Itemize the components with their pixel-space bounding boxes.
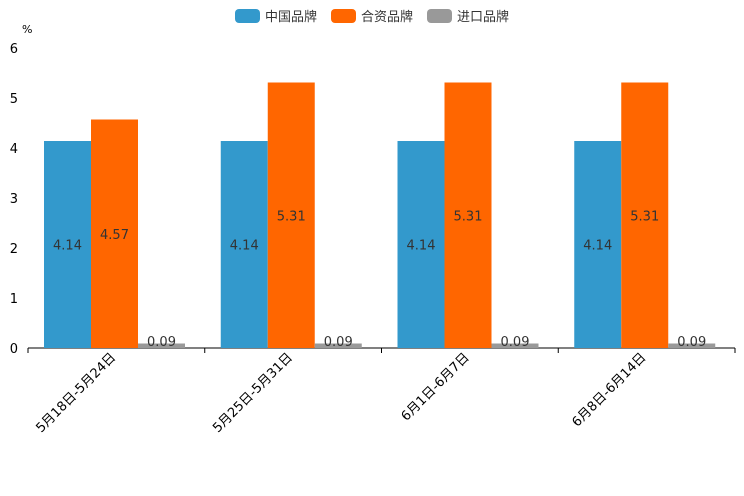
bar-import-brand[interactable] bbox=[491, 343, 539, 349]
x-tick-label: 5月25日-5月31日 bbox=[210, 350, 296, 436]
bar-joint-venture-brand[interactable] bbox=[91, 119, 138, 349]
bar-joint-venture-brand[interactable] bbox=[444, 82, 492, 349]
data-label-import-brand: 0.09 bbox=[147, 335, 176, 350]
bar-china-brand[interactable] bbox=[220, 141, 268, 348]
bar-import-brand[interactable] bbox=[138, 343, 185, 349]
data-label-joint-venture-brand: 5.31 bbox=[630, 209, 659, 224]
data-label-china-brand: 4.14 bbox=[53, 239, 82, 254]
legend-label-china-brand: 中国品牌 bbox=[264, 10, 317, 25]
bar-china-brand[interactable] bbox=[44, 141, 91, 348]
chart-legend: 中国品牌 合资品牌 进口品牌 bbox=[0, 6, 744, 25]
y-axis-unit-label: % bbox=[22, 23, 32, 36]
legend-item-import-brand[interactable]: 进口品牌 bbox=[427, 6, 509, 25]
data-label-china-brand: 4.14 bbox=[407, 239, 436, 254]
y-tick-label: 0 bbox=[10, 342, 18, 357]
legend-item-joint-venture-brand[interactable]: 合资品牌 bbox=[330, 6, 413, 25]
y-tick-label: 6 bbox=[10, 42, 18, 57]
bar-joint-venture-brand[interactable] bbox=[267, 82, 315, 349]
legend-item-china-brand[interactable]: 中国品牌 bbox=[234, 6, 317, 25]
data-label-import-brand: 0.09 bbox=[501, 335, 530, 350]
bar-china-brand[interactable] bbox=[397, 141, 445, 348]
data-label-import-brand: 0.09 bbox=[677, 335, 706, 350]
y-tick-label: 5 bbox=[10, 92, 18, 107]
y-tick-label: 1 bbox=[10, 292, 18, 307]
y-tick-label: 2 bbox=[10, 242, 18, 257]
legend-label-import-brand: 进口品牌 bbox=[457, 10, 510, 25]
data-label-joint-venture-brand: 5.31 bbox=[277, 209, 306, 224]
x-tick-label: 5月18日-5月24日 bbox=[33, 350, 119, 436]
bar-joint-venture-brand[interactable] bbox=[621, 82, 669, 349]
data-label-china-brand: 4.14 bbox=[583, 239, 612, 254]
y-tick-label: 3 bbox=[10, 192, 18, 207]
bar-china-brand[interactable] bbox=[574, 141, 622, 348]
legend-label-joint-venture-brand: 合资品牌 bbox=[360, 10, 413, 25]
data-label-import-brand: 0.09 bbox=[324, 335, 353, 350]
bar-import-brand[interactable] bbox=[314, 343, 362, 349]
legend-swatch-import-brand bbox=[427, 8, 452, 23]
x-tick-label: 6月8日-6月14日 bbox=[570, 350, 650, 430]
legend-swatch-china-brand bbox=[234, 8, 260, 23]
data-label-joint-venture-brand: 4.57 bbox=[100, 228, 129, 243]
bar-import-brand[interactable] bbox=[668, 343, 716, 349]
data-label-joint-venture-brand: 5.31 bbox=[454, 209, 483, 224]
x-tick-label: 6月1日-6月7日 bbox=[399, 350, 473, 424]
legend-swatch-joint-venture-brand bbox=[330, 8, 356, 23]
data-label-china-brand: 4.14 bbox=[230, 239, 259, 254]
y-tick-label: 4 bbox=[10, 142, 18, 157]
